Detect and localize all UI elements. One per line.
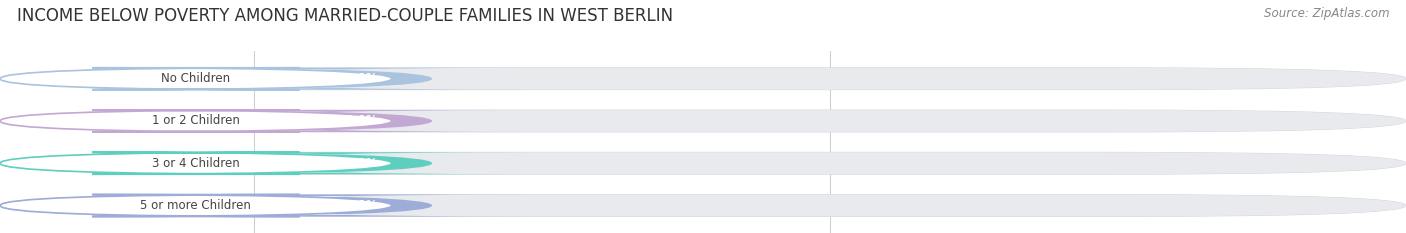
FancyBboxPatch shape bbox=[0, 194, 1406, 217]
Text: 5 or more Children: 5 or more Children bbox=[141, 199, 252, 212]
FancyBboxPatch shape bbox=[0, 67, 1406, 90]
Text: 0.0%: 0.0% bbox=[346, 199, 378, 212]
Text: 1 or 2 Children: 1 or 2 Children bbox=[152, 114, 240, 127]
FancyBboxPatch shape bbox=[0, 110, 1406, 132]
FancyBboxPatch shape bbox=[0, 152, 392, 174]
Text: 0.0%: 0.0% bbox=[346, 72, 378, 85]
Text: INCOME BELOW POVERTY AMONG MARRIED-COUPLE FAMILIES IN WEST BERLIN: INCOME BELOW POVERTY AMONG MARRIED-COUPL… bbox=[17, 7, 673, 25]
Text: Source: ZipAtlas.com: Source: ZipAtlas.com bbox=[1264, 7, 1389, 20]
Text: No Children: No Children bbox=[162, 72, 231, 85]
FancyBboxPatch shape bbox=[132, 110, 530, 132]
FancyBboxPatch shape bbox=[0, 152, 1406, 175]
FancyBboxPatch shape bbox=[0, 68, 1406, 90]
FancyBboxPatch shape bbox=[0, 195, 1406, 216]
FancyBboxPatch shape bbox=[132, 68, 530, 90]
FancyBboxPatch shape bbox=[132, 152, 530, 174]
Text: 3 or 4 Children: 3 or 4 Children bbox=[152, 157, 240, 170]
Text: 0.0%: 0.0% bbox=[346, 157, 378, 170]
FancyBboxPatch shape bbox=[132, 195, 530, 216]
FancyBboxPatch shape bbox=[0, 68, 392, 90]
FancyBboxPatch shape bbox=[0, 152, 1406, 174]
Text: 0.0%: 0.0% bbox=[346, 114, 378, 127]
FancyBboxPatch shape bbox=[0, 195, 392, 216]
FancyBboxPatch shape bbox=[0, 110, 392, 132]
FancyBboxPatch shape bbox=[0, 110, 1406, 132]
